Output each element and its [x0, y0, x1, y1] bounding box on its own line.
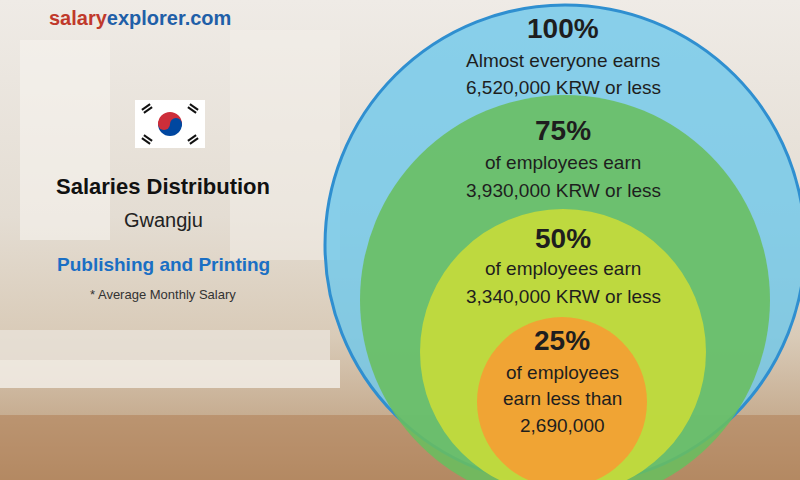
svg-text:Publishing and Printing: Publishing and Printing [57, 254, 270, 275]
svg-text:of employees earn: of employees earn [485, 258, 641, 279]
svg-text:100%: 100% [527, 13, 599, 44]
svg-text:of employees: of employees [506, 362, 619, 383]
svg-text:salaryexplorer.com: salaryexplorer.com [49, 7, 231, 29]
svg-text:3,930,000 KRW or less: 3,930,000 KRW or less [466, 180, 661, 201]
svg-text:6,520,000 KRW or less: 6,520,000 KRW or less [466, 77, 661, 98]
svg-text:75%: 75% [535, 115, 591, 146]
svg-text:earn less than: earn less than [503, 388, 622, 409]
svg-text:of employees earn: of employees earn [485, 152, 641, 173]
svg-text:Gwangju: Gwangju [124, 209, 203, 231]
svg-text:3,340,000 KRW or less: 3,340,000 KRW or less [466, 286, 661, 307]
svg-text:Salaries Distribution: Salaries Distribution [56, 174, 270, 199]
svg-text:2,690,000: 2,690,000 [520, 415, 605, 436]
svg-text:* Average Monthly Salary: * Average Monthly Salary [90, 287, 236, 302]
svg-text:25%: 25% [534, 325, 590, 356]
svg-text:50%: 50% [535, 223, 591, 254]
svg-text:Almost everyone earns: Almost everyone earns [466, 50, 660, 71]
